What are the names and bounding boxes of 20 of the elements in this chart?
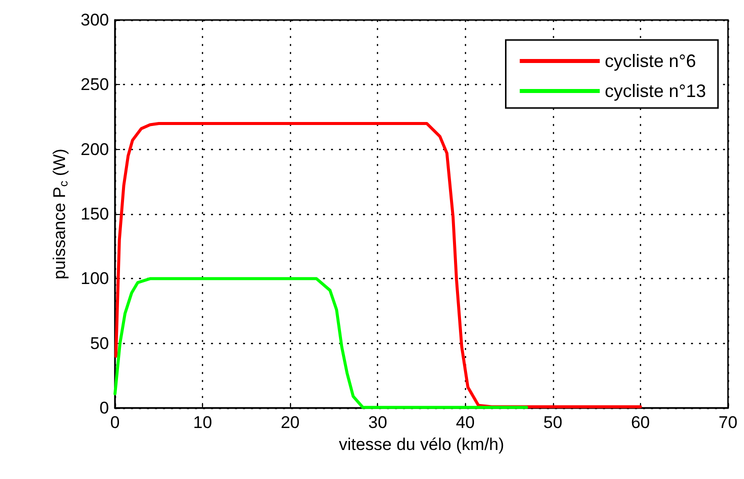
y-tick-label: 200 [80,140,109,159]
x-tick-label: 20 [280,413,300,432]
legend-label: cycliste n°13 [604,81,706,101]
y-tick-label: 300 [80,10,109,30]
y-axis-title: puissance Pc (W) [50,148,71,280]
x-tick-label: 10 [193,413,212,432]
x-tick-label: 30 [368,413,388,432]
y-tick-label: 50 [90,334,109,353]
y-tick-label: 0 [100,398,109,418]
line-series [114,277,528,409]
y-tick-label: 150 [80,204,109,224]
legend-label: cycliste n°6 [604,51,696,71]
x-tick-label: 40 [456,413,475,432]
line-series [114,122,642,408]
y-tick-label: 250 [80,75,109,94]
x-tick-label: 50 [543,413,562,432]
x-tick-label: 70 [718,413,738,432]
x-axis-title: vitesse du vélo (km/h) [338,434,504,454]
x-tick-label: 60 [630,413,650,432]
y-tick-label: 100 [80,269,109,288]
